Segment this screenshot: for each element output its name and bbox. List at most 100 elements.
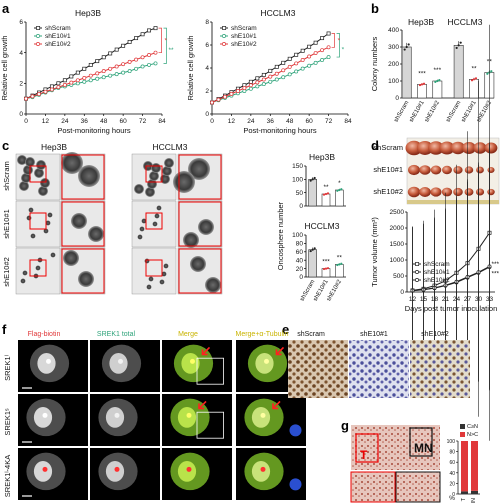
d-tumor [419, 165, 431, 175]
a-right-xtick-label: 48 [286, 118, 294, 125]
a-right-point [248, 86, 253, 91]
b-star: *** [434, 67, 442, 74]
f-nucleus [33, 461, 53, 482]
b-title-hcclm3: HCCLM3 [448, 17, 483, 27]
f-nucleus [251, 407, 271, 428]
c-spheroid [63, 250, 79, 266]
c-bottom-dot [309, 249, 312, 253]
c-spheroid [36, 160, 46, 170]
b-bar [401, 46, 412, 99]
g-bar-1 [461, 441, 468, 492]
e-img-she10-1 [349, 340, 409, 398]
c-bottom-ytick-label: 100 [292, 232, 303, 239]
c-bottom-bar [321, 268, 331, 278]
c-bottom-star: ** [337, 254, 343, 261]
b-star: *** [418, 70, 426, 77]
a-right-point [268, 79, 273, 84]
a-left-point [101, 75, 106, 80]
c-zoom-border [61, 201, 105, 247]
b-dot [438, 79, 441, 82]
c-bottom-ytick-label: 40 [296, 257, 304, 264]
a-right-point [294, 69, 299, 74]
d-ytick-label: 2000 [390, 225, 405, 232]
c-row-shscram: shScram [2, 161, 11, 191]
b-ytick-label: 200 [388, 61, 399, 68]
a-left-point [95, 59, 100, 64]
a-left-point [114, 64, 119, 69]
b-dot [472, 78, 476, 81]
d-tumor [453, 166, 463, 174]
c-spheroid [145, 187, 155, 197]
a-left-point [88, 73, 93, 78]
a-left-legend-label: shE10#2 [45, 41, 71, 48]
a-right-point [268, 74, 273, 79]
d-tumors [405, 140, 498, 198]
a-left-xlabel: Post-monitoring hours [57, 126, 131, 135]
a-left-point [114, 72, 119, 77]
a-left-point [121, 43, 126, 48]
d-row-she10-1: shE10#1 [373, 165, 403, 174]
d-xlabel: Days post tumor inoculation [405, 304, 498, 313]
c-spheroid [78, 165, 100, 187]
c-row-she10-1: shE10#1 [2, 209, 11, 239]
c-top-dot [336, 189, 339, 192]
a-right-point [242, 86, 247, 91]
c-zoom-box [145, 259, 163, 277]
f-nucleus [177, 461, 197, 482]
b-dot [457, 44, 460, 47]
a-left-xtick-label: 24 [61, 118, 69, 125]
a-right-legend-label: shE10#1 [231, 33, 257, 40]
panel-letter-f: f [2, 322, 7, 337]
b-ytick-label: 100 [388, 78, 399, 85]
f-nucleus [105, 407, 125, 428]
c-spheroid [188, 158, 210, 180]
d-star: *** [492, 270, 500, 277]
c-bar-bottom-title: HCCLM3 [305, 221, 340, 231]
a-left-legend-label: shScram [45, 25, 71, 32]
a-right-point [294, 61, 299, 66]
g-bar-1 [471, 441, 478, 491]
f-nucleolus [118, 358, 123, 364]
d-legend-marker [415, 278, 419, 282]
a-left-point [95, 76, 100, 81]
g-ytick-label: 20 [449, 481, 455, 487]
c-top-ytick-label: 50 [296, 190, 304, 197]
f-nucleus [109, 353, 128, 374]
b-dot [405, 45, 408, 49]
f-col-flag-biotin: Flag-biotin [28, 331, 61, 338]
d-ruler [407, 200, 499, 204]
a-right-ytick-label: 0 [205, 111, 209, 118]
a-right-point [255, 84, 260, 89]
c-bottom-dot [326, 267, 330, 270]
a-left-xtick-label: 72 [139, 118, 147, 125]
g-legend-label: C≥N [467, 424, 478, 430]
b-dot [474, 77, 478, 80]
c-top-ytick-label: 0 [299, 203, 303, 210]
f-col-srek1-total: SREK1 total [97, 331, 136, 338]
a-bracket-red [331, 33, 335, 48]
c-zoom-box [29, 259, 47, 277]
f-nucleolus [190, 358, 195, 364]
a-left-point [56, 81, 61, 86]
b-bar [469, 79, 479, 99]
a-right-point [326, 55, 331, 60]
c-bottom-ytick-label: 80 [296, 241, 304, 248]
panel-e-ihc: shScram shE10#1 shE10#2 [288, 331, 470, 398]
b-dot [455, 46, 458, 50]
f-nucleus [177, 407, 197, 428]
a-left-title: Hep3B [75, 8, 101, 18]
a-right-ytick-label: 8 [205, 19, 209, 26]
b-dot [403, 48, 406, 51]
a-right-point [287, 56, 292, 61]
a-right-ytick-label: 4 [205, 65, 209, 72]
a-left-point [24, 96, 28, 101]
c-spheroid [47, 212, 53, 218]
a-left-point [114, 47, 119, 52]
b-dot [420, 83, 424, 86]
a-right-ylabel: Relative cell growth [186, 35, 195, 100]
f-arrow [201, 346, 211, 356]
b-dot [436, 79, 439, 83]
chart-g: 0 20 40 60 80 100 T MN C≥N N>C [447, 424, 480, 503]
